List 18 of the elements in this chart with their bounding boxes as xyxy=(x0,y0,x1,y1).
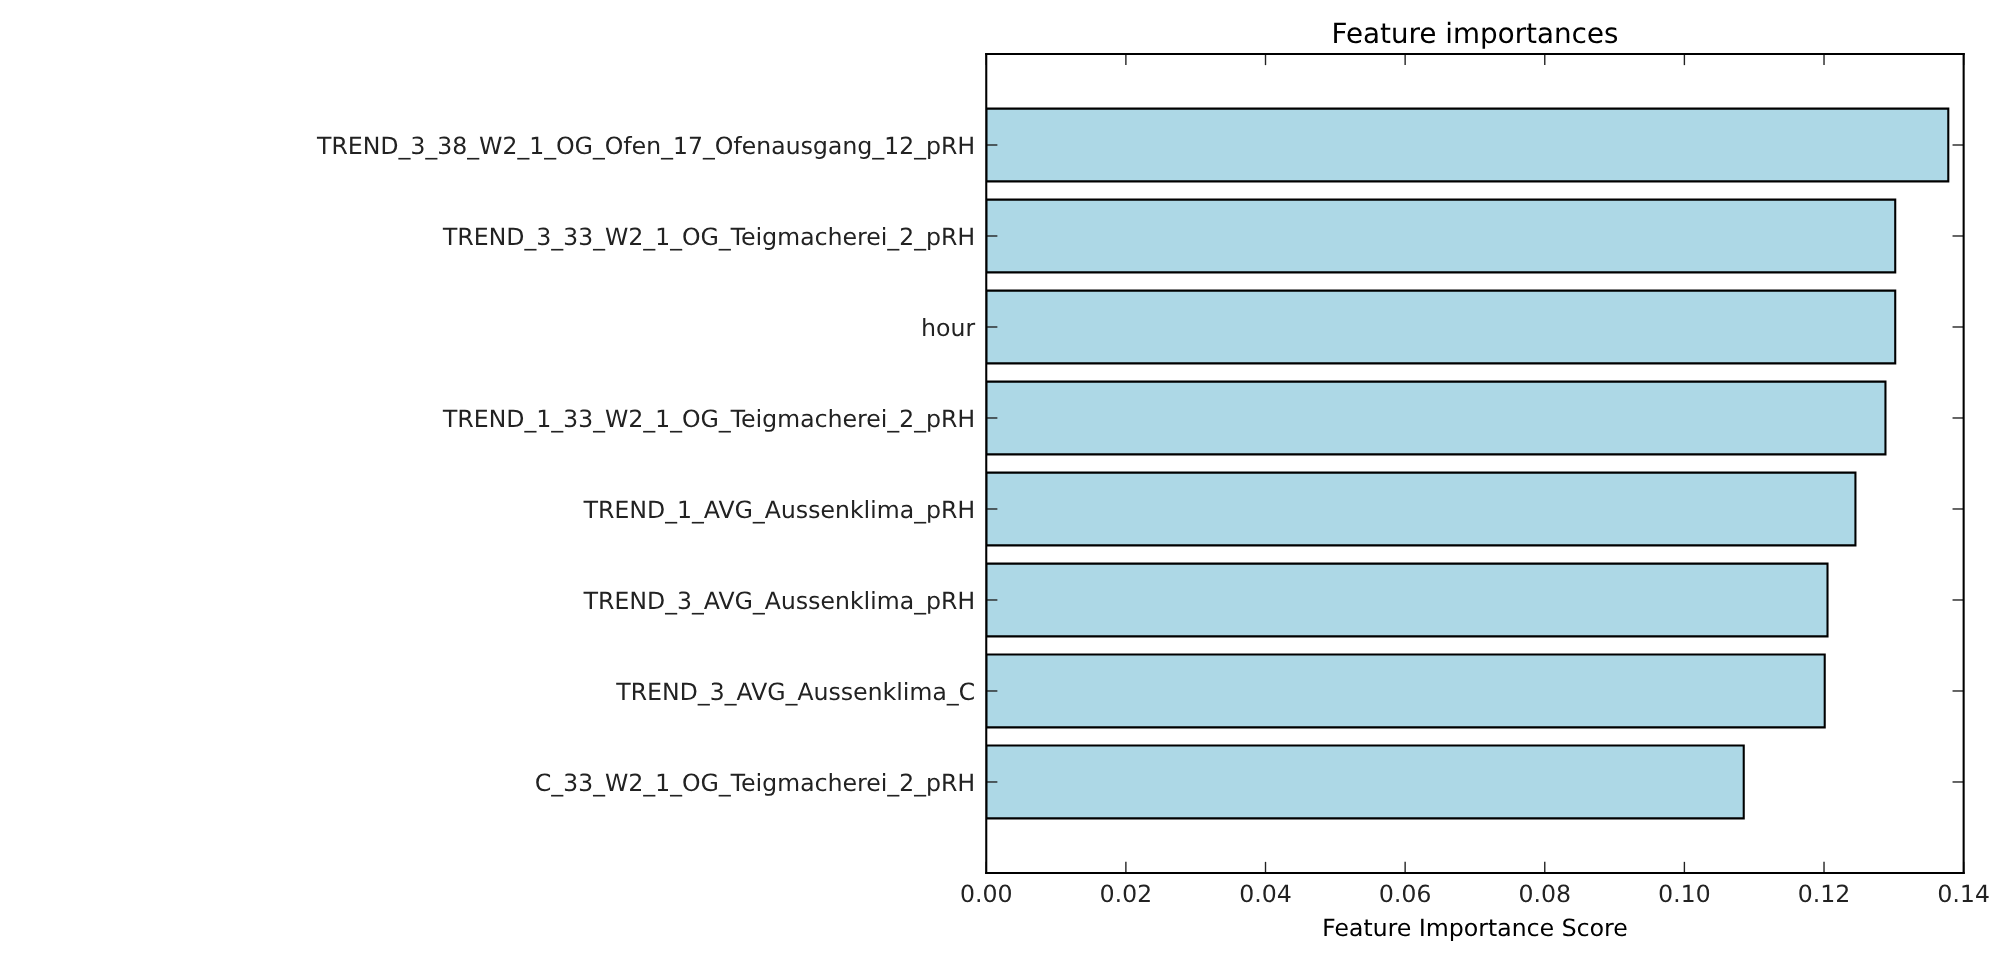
y-tick-label: TREND_1_33_W2_1_OG_Teigmacherei_2_pRH xyxy=(442,409,973,433)
y-tick-label: TREND_3_AVG_Aussenklima_C xyxy=(616,682,974,706)
x-tick-label: 0.10 xyxy=(1659,884,1710,903)
x-tick-label: 0.00 xyxy=(961,884,1011,903)
y-tick-label: hour xyxy=(923,318,976,337)
x-tick-label: 0.12 xyxy=(1799,884,1848,903)
y-tick-label: TREND_3_38_W2_1_OG_Ofen_17_Ofenausgang_12_pRH xyxy=(316,136,973,160)
x-tick-label: 0.02 xyxy=(1101,884,1150,903)
x-tick-label: 0.14 xyxy=(1938,884,1989,903)
x-tick-label: 0.08 xyxy=(1520,884,1570,903)
x-tick-label: 0.06 xyxy=(1380,884,1430,903)
x-axis-title: Feature Importance Score xyxy=(1324,918,1627,941)
y-tick-label: TREND_1_AVG_Aussenklima_pRH xyxy=(583,500,973,524)
y-tick-label: TREND_3_33_W2_1_OG_Teigmacherei_2_pRH xyxy=(442,227,973,251)
chart-title: Feature importances xyxy=(1334,21,1618,49)
y-tick-label: C_33_W2_1_OG_Teigmacherei_2_pRH xyxy=(536,773,973,797)
y-tick-label: TREND_3_AVG_Aussenklima_pRH xyxy=(583,591,973,615)
x-tick-label: 0.04 xyxy=(1240,884,1291,903)
